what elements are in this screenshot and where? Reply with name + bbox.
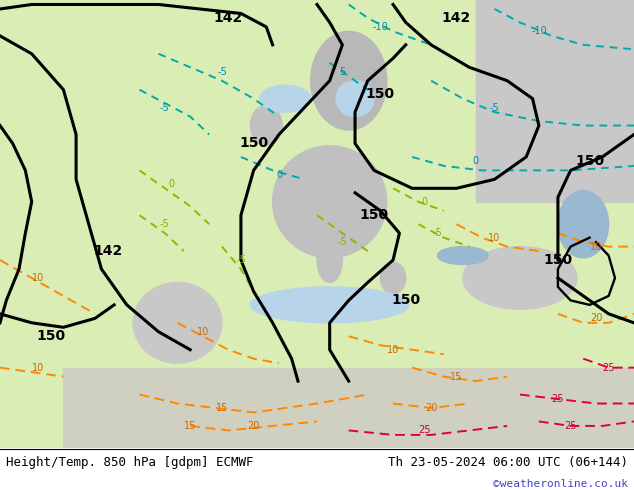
Text: 150: 150	[359, 208, 389, 222]
Ellipse shape	[273, 146, 387, 258]
Text: -5: -5	[337, 237, 347, 247]
Text: 150: 150	[239, 137, 268, 150]
Text: 25: 25	[602, 363, 615, 373]
Text: 142: 142	[93, 244, 122, 258]
Text: -5: -5	[489, 102, 500, 113]
Text: 150: 150	[36, 329, 65, 343]
Text: -10: -10	[373, 22, 388, 32]
Text: 25: 25	[564, 421, 577, 431]
Text: 20: 20	[247, 421, 260, 431]
Text: ©weatheronline.co.uk: ©weatheronline.co.uk	[493, 479, 628, 489]
Text: 150: 150	[391, 294, 420, 307]
Text: Height/Temp. 850 hPa [gdpm] ECMWF: Height/Temp. 850 hPa [gdpm] ECMWF	[6, 456, 254, 469]
Text: Th 23-05-2024 06:00 UTC (06+144): Th 23-05-2024 06:00 UTC (06+144)	[387, 456, 628, 469]
Ellipse shape	[250, 287, 409, 323]
Ellipse shape	[317, 238, 342, 282]
Text: 150: 150	[543, 253, 573, 267]
Text: -5: -5	[236, 255, 246, 265]
Text: 10: 10	[387, 344, 399, 355]
Text: 0: 0	[422, 197, 428, 207]
Text: 0: 0	[472, 156, 479, 167]
Ellipse shape	[558, 191, 609, 258]
Text: -10: -10	[531, 26, 547, 36]
Text: 20: 20	[425, 403, 437, 413]
Text: 15: 15	[450, 371, 463, 382]
Text: 142: 142	[214, 11, 243, 25]
Text: 10: 10	[197, 327, 209, 337]
Text: 20: 20	[590, 313, 602, 323]
Ellipse shape	[250, 105, 282, 146]
Ellipse shape	[133, 282, 222, 363]
Text: -5: -5	[160, 102, 170, 113]
Text: 0: 0	[276, 170, 282, 180]
Text: 10: 10	[488, 233, 501, 243]
Ellipse shape	[336, 81, 374, 117]
Ellipse shape	[380, 262, 406, 294]
Text: 5: 5	[339, 67, 346, 77]
Text: 0: 0	[168, 179, 174, 189]
Bar	[476, 0, 634, 202]
Text: 25: 25	[418, 425, 431, 436]
Text: -5: -5	[217, 67, 227, 77]
Ellipse shape	[437, 246, 488, 265]
Text: 10: 10	[32, 363, 44, 373]
Text: -5: -5	[160, 219, 170, 229]
Text: 150: 150	[575, 154, 604, 169]
Text: 150: 150	[366, 87, 395, 101]
Ellipse shape	[463, 246, 577, 309]
Text: 25: 25	[552, 394, 564, 404]
Text: 142: 142	[442, 11, 471, 25]
Text: 15: 15	[216, 403, 228, 413]
Ellipse shape	[260, 85, 311, 112]
Text: 10: 10	[32, 273, 44, 283]
Text: 15: 15	[184, 421, 197, 431]
Text: -5: -5	[432, 228, 443, 238]
Bar	[63, 368, 634, 448]
Text: 10: 10	[590, 242, 602, 251]
Ellipse shape	[311, 31, 387, 130]
